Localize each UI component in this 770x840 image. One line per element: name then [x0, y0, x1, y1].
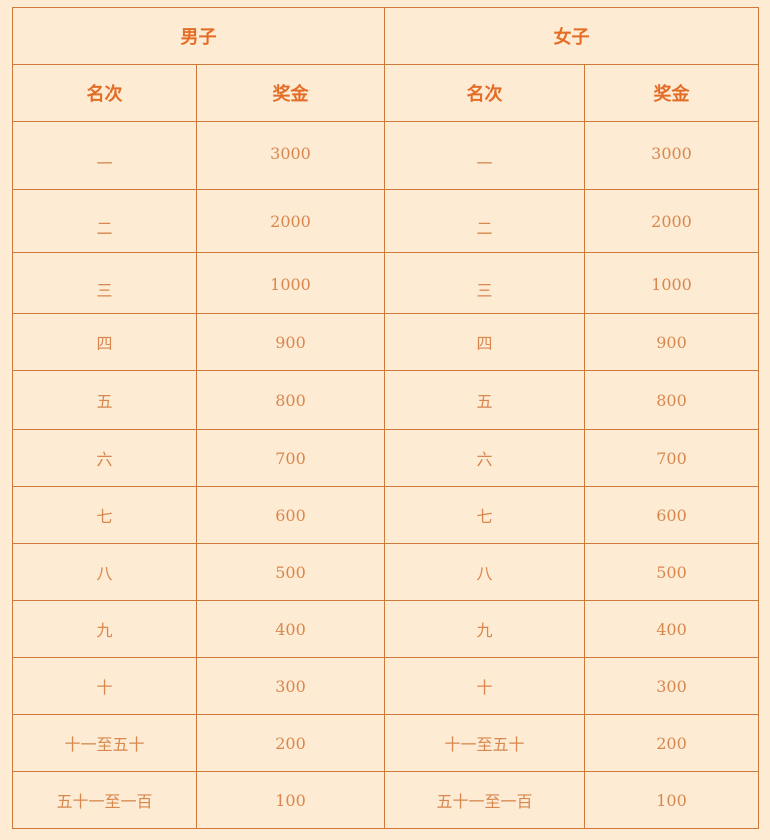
men-prize-cell: 200	[196, 714, 385, 772]
women-rank-cell: 一	[384, 121, 585, 190]
women-rank-cell: 十一至五十	[384, 714, 585, 772]
men-prize-cell: 700	[196, 429, 385, 487]
women-prize-cell: 700	[584, 429, 759, 487]
men-rank-cell: 七	[12, 486, 197, 544]
table-row: 十 300 十 300	[12, 657, 759, 715]
women-rank-cell: 七	[384, 486, 585, 544]
men-prize-cell: 500	[196, 543, 385, 601]
men-prize-header: 奖金	[196, 64, 385, 122]
table-row: 二 2000 二 2000	[12, 189, 759, 253]
women-prize-cell: 2000	[584, 189, 759, 253]
men-rank-cell: 五十一至一百	[12, 771, 197, 829]
prize-table: 男子 女子 名次 奖金 名次 奖金 一 3000 一 3000 二 2000 二 2000 三 1…	[12, 7, 759, 829]
women-prize-cell: 800	[584, 370, 759, 430]
women-rank-cell: 五十一至一百	[384, 771, 585, 829]
men-rank-cell: 五	[12, 370, 197, 430]
women-header: 女子	[384, 7, 759, 65]
women-rank-cell: 四	[384, 313, 585, 371]
men-rank-cell: 二	[12, 189, 197, 253]
men-rank-cell: 三	[12, 252, 197, 314]
women-rank-cell: 五	[384, 370, 585, 430]
table-row: 一 3000 一 3000	[12, 121, 759, 190]
men-prize-cell: 600	[196, 486, 385, 544]
men-prize-cell: 1000	[196, 252, 385, 314]
men-prize-cell: 900	[196, 313, 385, 371]
women-prize-cell: 500	[584, 543, 759, 601]
table-row: 五十一至一百 100 五十一至一百 100	[12, 771, 759, 829]
table-row: 三 1000 三 1000	[12, 252, 759, 314]
women-prize-cell: 100	[584, 771, 759, 829]
men-rank-cell: 十	[12, 657, 197, 715]
men-rank-cell: 十一至五十	[12, 714, 197, 772]
men-prize-cell: 400	[196, 600, 385, 658]
women-rank-cell: 九	[384, 600, 585, 658]
men-prize-cell: 100	[196, 771, 385, 829]
column-header-row: 名次 奖金 名次 奖金	[12, 64, 759, 122]
women-rank-cell: 八	[384, 543, 585, 601]
women-rank-cell: 三	[384, 252, 585, 314]
women-rank-cell: 六	[384, 429, 585, 487]
women-rank-header: 名次	[384, 64, 585, 122]
men-header: 男子	[12, 7, 385, 65]
men-rank-cell: 一	[12, 121, 197, 190]
table-row: 八 500 八 500	[12, 543, 759, 601]
group-header-row: 男子 女子	[12, 7, 759, 65]
table-row: 六 700 六 700	[12, 429, 759, 487]
men-rank-cell: 八	[12, 543, 197, 601]
women-rank-cell: 二	[384, 189, 585, 253]
table-row: 七 600 七 600	[12, 486, 759, 544]
men-rank-cell: 四	[12, 313, 197, 371]
women-prize-cell: 600	[584, 486, 759, 544]
table-row: 九 400 九 400	[12, 600, 759, 658]
women-rank-cell: 十	[384, 657, 585, 715]
men-prize-cell: 300	[196, 657, 385, 715]
table-row: 五 800 五 800	[12, 370, 759, 430]
men-prize-cell: 3000	[196, 121, 385, 190]
men-prize-cell: 800	[196, 370, 385, 430]
table-row: 四 900 四 900	[12, 313, 759, 371]
women-prize-cell: 400	[584, 600, 759, 658]
men-rank-cell: 六	[12, 429, 197, 487]
women-prize-cell: 300	[584, 657, 759, 715]
men-rank-cell: 九	[12, 600, 197, 658]
women-prize-cell: 200	[584, 714, 759, 772]
women-prize-cell: 3000	[584, 121, 759, 190]
women-prize-cell: 900	[584, 313, 759, 371]
table-row: 十一至五十 200 十一至五十 200	[12, 714, 759, 772]
men-rank-header: 名次	[12, 64, 197, 122]
women-prize-cell: 1000	[584, 252, 759, 314]
men-prize-cell: 2000	[196, 189, 385, 253]
women-prize-header: 奖金	[584, 64, 759, 122]
